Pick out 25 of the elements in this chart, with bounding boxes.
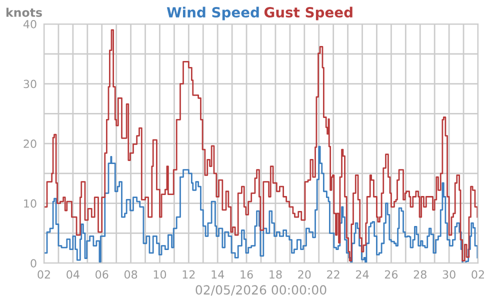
- x-tick-label: 10: [154, 270, 166, 279]
- y-tick-label: 20: [24, 140, 36, 148]
- x-tick-label: 18: [270, 270, 282, 279]
- y-axis-title: knots: [6, 8, 42, 17]
- y-tick-label: 30: [24, 80, 36, 88]
- x-tick-label: 24: [356, 270, 369, 278]
- x-tick-label: 30: [442, 270, 456, 279]
- y-tick-label: 10: [24, 199, 36, 208]
- x-tick-label: 14: [212, 270, 224, 278]
- y-tick-label: 40: [23, 20, 36, 28]
- x-tick-label: 08: [124, 270, 138, 279]
- x-tick-label: 26: [384, 270, 398, 279]
- text: Gust Speed: [264, 6, 352, 20]
- x-tick-label: 22: [327, 270, 340, 278]
- x-tick-label: 02: [38, 270, 50, 279]
- x-tick-label: 20: [298, 270, 311, 279]
- x-tick-label: 04: [66, 270, 80, 279]
- x-axis-title: 02/05/2026 00:00:00: [196, 285, 326, 296]
- y-tick-label: 0: [30, 259, 36, 268]
- x-tick-label: 02: [472, 270, 484, 279]
- x-tick-label: 28: [414, 270, 426, 279]
- text: Wind Speed: [166, 6, 259, 20]
- x-tick-label: 06: [96, 270, 108, 279]
- x-tick-label: 12: [182, 270, 195, 278]
- x-tick-label: 16: [240, 270, 253, 279]
